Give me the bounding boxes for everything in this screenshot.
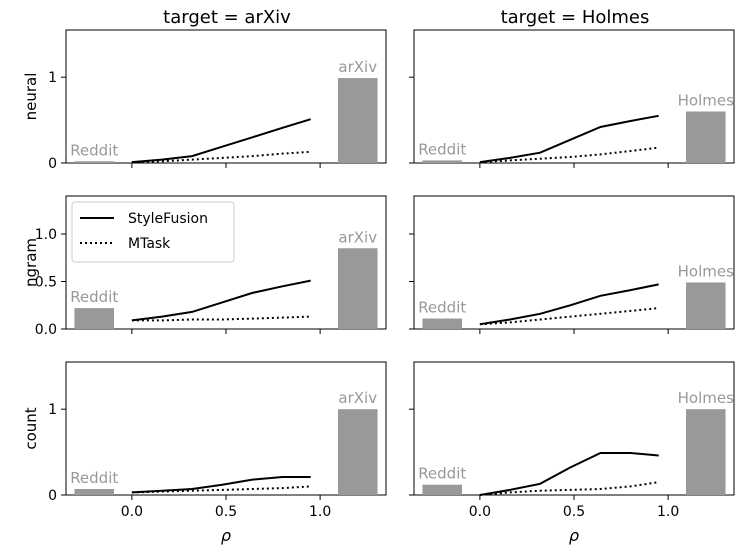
- y-tick-label: 1: [48, 402, 57, 418]
- bar-label-arxiv: arXiv: [338, 389, 377, 407]
- series-line-mtask: [131, 485, 311, 494]
- bar-label-reddit: Reddit: [418, 140, 466, 158]
- y-axis-label: neural: [22, 73, 40, 121]
- x-tick-label: 1.0: [657, 504, 679, 520]
- bar-label-arxiv: arXiv: [338, 228, 377, 246]
- series-line-mtask: [131, 315, 311, 322]
- x-tick-label: 0.5: [563, 504, 585, 520]
- bar-reddit: [74, 308, 114, 329]
- bar-reddit: [74, 161, 114, 163]
- column-title-arxiv: target = arXiv: [163, 7, 291, 28]
- series-line-mtask: [479, 481, 659, 496]
- bar-label-arxiv: arXiv: [338, 58, 377, 76]
- series-line-stylefusion: [131, 279, 311, 322]
- panel-grid: Reddit arXiv 0 1 neural Reddit Holmes Reddit arX…: [22, 29, 735, 545]
- bar-reddit: [422, 484, 462, 495]
- y-axis-label: ngram: [22, 238, 40, 287]
- x-tick-label: 1.0: [309, 504, 331, 520]
- y-tick-label: 1: [48, 70, 57, 86]
- panel-count-holmes: Reddit Holmes 0.0 0.5 1.0 ρ: [409, 361, 735, 545]
- panel-count-arxiv: Reddit arXiv 0 1 0.0 0.5 1.0 count ρ: [22, 361, 387, 545]
- series-line-stylefusion: [131, 118, 311, 164]
- series-line-stylefusion: [479, 114, 659, 164]
- bar-label-reddit: Reddit: [418, 299, 466, 317]
- bar-arxiv: [338, 248, 378, 329]
- y-tick-label: 0: [48, 488, 57, 504]
- bar-reddit: [422, 318, 462, 329]
- bar-reddit: [422, 160, 462, 163]
- series-line-stylefusion: [479, 283, 659, 326]
- legend: StyleFusion MTask: [71, 201, 235, 263]
- panel-ngram-holmes: Reddit Holmes: [409, 195, 735, 334]
- x-tick-label: 0.0: [469, 504, 491, 520]
- bar-arxiv: [338, 409, 378, 495]
- legend-label-mtask: MTask: [128, 236, 171, 252]
- panel-neural-holmes: Reddit Holmes: [409, 29, 735, 168]
- series-line-stylefusion: [479, 452, 659, 496]
- y-tick-label: 0: [48, 156, 57, 172]
- series-line-mtask: [479, 307, 659, 326]
- bar-reddit: [74, 488, 114, 495]
- bar-arxiv: [338, 78, 378, 163]
- y-tick-label: 0.0: [35, 322, 57, 338]
- series-line-mtask: [131, 150, 311, 164]
- x-axis-label: ρ: [569, 526, 579, 545]
- panel-neural-arxiv: Reddit arXiv 0 1 neural: [22, 29, 387, 172]
- x-tick-label: 0.5: [215, 504, 237, 520]
- bar-label-holmes: Holmes: [678, 92, 734, 110]
- x-tick-label: 0.0: [121, 504, 143, 520]
- y-tick-label: 1.0: [35, 227, 57, 243]
- bar-label-reddit: Reddit: [70, 469, 118, 487]
- y-axis-label: count: [22, 407, 40, 449]
- bar-label-reddit: Reddit: [70, 288, 118, 306]
- bar-holmes: [686, 409, 726, 495]
- bar-label-reddit: Reddit: [418, 465, 466, 483]
- bar-label-holmes: Holmes: [678, 389, 734, 407]
- bar-holmes: [686, 111, 726, 163]
- legend-label-stylefusion: StyleFusion: [128, 211, 208, 227]
- x-axis-label: ρ: [221, 526, 231, 545]
- series-line-stylefusion: [131, 476, 311, 494]
- series-line-mtask: [479, 146, 659, 164]
- y-tick-label: 0.5: [35, 275, 57, 291]
- column-title-holmes: target = Holmes: [501, 7, 650, 28]
- bar-label-reddit: Reddit: [70, 141, 118, 159]
- bar-holmes: [686, 282, 726, 329]
- bar-label-holmes: Holmes: [678, 262, 734, 280]
